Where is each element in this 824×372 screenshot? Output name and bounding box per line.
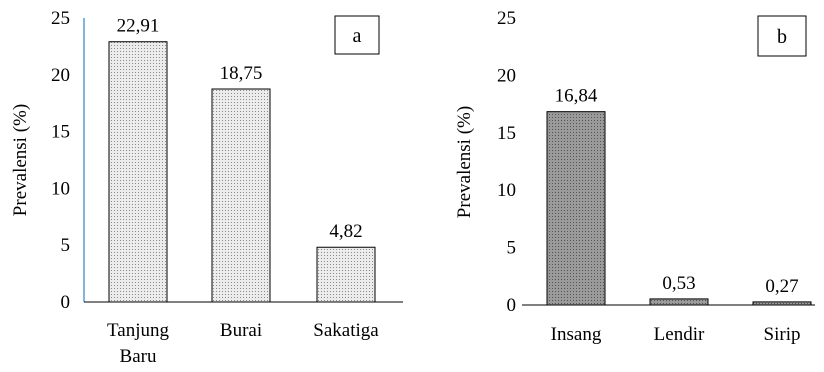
category-labels-a: Tanjung Baru Burai Sakatiga [107, 320, 379, 367]
y-tick-label: 10 [51, 178, 70, 199]
data-label: 0,27 [765, 276, 798, 297]
y-tick-label: 25 [497, 8, 516, 29]
y-ticks-a: 0 5 10 15 20 25 [51, 8, 70, 313]
panel-label-box-a [334, 15, 380, 55]
x-tick-label: Tanjung [107, 320, 169, 341]
category-labels-b: Insang Lendir Sirip [551, 324, 801, 345]
y-tick-label: 0 [507, 295, 517, 316]
value-labels-a: 22,91 18,75 4,82 [117, 16, 363, 243]
x-tick-label: Insang [551, 324, 602, 345]
x-tick-label: Sakatiga [313, 320, 379, 341]
bar [316, 246, 376, 303]
data-label: 22,91 [117, 16, 160, 37]
data-label: 4,82 [329, 221, 362, 242]
x-tick-label: Lendir [654, 324, 705, 345]
panel-label-a: a [353, 25, 362, 47]
data-label: 0,53 [662, 273, 695, 294]
bar [546, 111, 606, 306]
chart-panel-a: Prevalensi (%) 0 5 10 15 20 25 22,91 18,75 4,82… [10, 8, 403, 367]
data-label: 18,75 [220, 63, 263, 84]
data-label: 16,84 [555, 86, 598, 107]
bar [649, 298, 709, 306]
y-tick-label: 20 [51, 65, 70, 86]
y-tick-label: 5 [507, 238, 517, 259]
y-tick-label: 5 [61, 235, 71, 256]
y-tick-label: 0 [61, 292, 71, 313]
x-tick-label: Burai [220, 320, 262, 341]
panel-label-b: b [777, 26, 787, 48]
bar [108, 41, 168, 303]
bars-b [546, 111, 812, 306]
y-axis-label-a: Prevalensi (%) [10, 104, 31, 216]
bars-a [108, 41, 376, 303]
y-ticks-b: 0 5 10 15 20 25 [497, 8, 516, 316]
x-tick-label: Baru [120, 346, 157, 367]
y-tick-label: 10 [497, 180, 516, 201]
value-labels-b: 16,84 0,53 0,27 [555, 86, 799, 297]
y-tick-label: 20 [497, 65, 516, 86]
y-tick-label: 25 [51, 8, 70, 29]
y-axis-label-b: Prevalensi (%) [454, 106, 475, 218]
bar [752, 301, 812, 306]
panel-label-box-b [757, 15, 807, 57]
y-tick-label: 15 [51, 122, 70, 143]
bar [211, 88, 271, 303]
x-tick-label: Sirip [764, 324, 801, 345]
y-tick-label: 15 [497, 123, 516, 144]
